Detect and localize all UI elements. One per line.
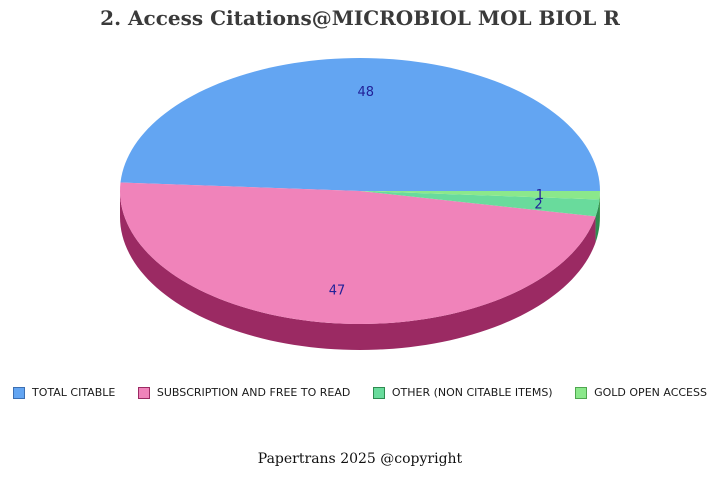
legend-label-total-citable: TOTAL CITABLE [32, 386, 116, 399]
legend-item-subscription-and-free-to-read: SUBSCRIPTION AND FREE TO READ [137, 386, 351, 399]
pie-value-label-subscription-and-free-to-read: 47 [329, 283, 346, 298]
chart-legend: TOTAL CITABLE SUBSCRIPTION AND FREE TO R… [0, 386, 720, 399]
pie-slice-other-non-citable-items [360, 191, 600, 217]
pie-value-label-gold-open-access: 1 [536, 188, 544, 203]
legend-swatch-total-citable [13, 386, 25, 399]
pie-slice-gold-open-access [360, 191, 600, 200]
legend-swatch-other-non-citable-items [372, 386, 385, 399]
legend-swatch-gold-open-access [575, 386, 588, 399]
legend-label-gold-open-access: GOLD OPEN ACCESS [594, 386, 707, 399]
pie-value-label-other-non-citable-items: 2 [534, 197, 542, 212]
legend-label-other-non-citable-items: OTHER (NON CITABLE ITEMS) [391, 386, 553, 399]
pie-value-label-total-citable: 48 [358, 85, 375, 100]
pie-slice-side-other-non-citable-items [595, 199, 600, 243]
legend-label-subscription-and-free-to-read: SUBSCRIPTION AND FREE TO READ [156, 386, 351, 399]
pie-slice-side-subscription-and-free-to-read [120, 191, 596, 350]
legend-item-other-non-citable-items: OTHER (NON CITABLE ITEMS) [372, 386, 553, 399]
chart-title: 2. Access Citations@MICROBIOL MOL BIOL R [100, 6, 620, 30]
pie-slice-subscription-and-free-to-read [120, 182, 596, 324]
legend-item-gold-open-access: GOLD OPEN ACCESS [575, 386, 707, 399]
legend-swatch-subscription-and-free-to-read [137, 386, 150, 399]
pie-slice-total-citable [120, 58, 601, 191]
legend-item-total-citable: TOTAL CITABLE [13, 386, 115, 399]
copyright-footer: Papertrans 2025 @copyright [257, 451, 463, 467]
